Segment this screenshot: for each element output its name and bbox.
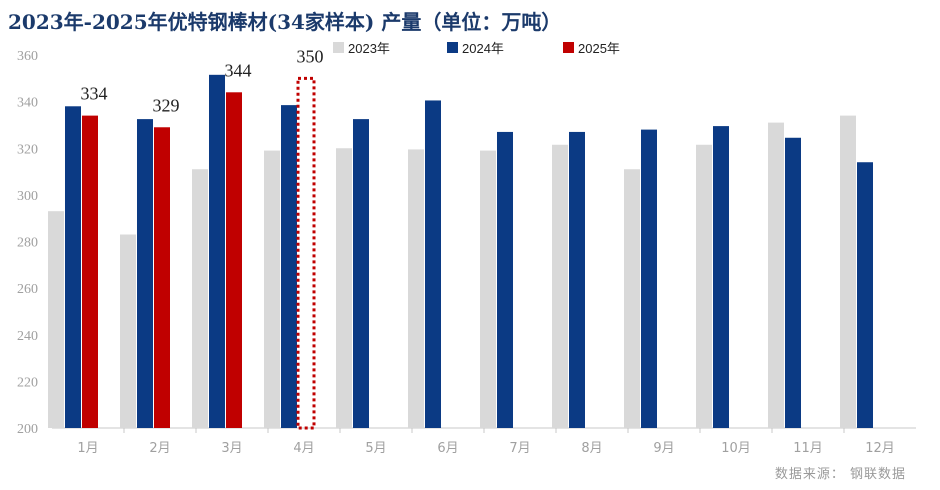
bar [696,144,712,429]
data-label: 344 [225,60,252,80]
bar [480,150,496,429]
legend-label-2023: 2023年 [348,41,390,56]
source-note: 数据来源： 钢联数据 [774,467,906,482]
legend-swatch-2023 [333,42,344,53]
bar [713,126,729,429]
x-tick-label: 7月 [509,441,530,456]
bar [226,92,242,429]
bar [48,211,64,428]
data-label: 334 [81,84,108,104]
y-tick-label: 240 [17,329,38,344]
data-label: 329 [153,95,180,115]
y-tick-label: 360 [17,49,38,64]
legend-label-2025: 2025年 [578,41,620,56]
bar [497,131,513,428]
bar [281,105,297,428]
y-tick-label: 320 [17,142,38,157]
bar [768,122,784,428]
x-tick-label: 12月 [865,441,895,456]
x-tick-label: 9月 [653,441,674,456]
bar [785,137,801,428]
x-tick-label: 8月 [581,441,602,456]
bar [425,100,441,428]
chart-title: 2023年-2025年优特钢棒材(34家样本) 产量（单位：万吨） [8,10,562,34]
bar [209,74,225,429]
forecast-bar-outline [296,76,316,430]
legend-label-2024: 2024年 [462,41,504,56]
x-tick-label: 5月 [365,441,386,456]
legend-item-2025: 2025年 [563,38,620,57]
bar [641,129,657,428]
bar [65,106,81,428]
x-tick-label: 3月 [221,441,242,456]
bar [192,169,208,428]
bar [569,131,585,428]
legend-swatch-2025 [563,42,574,53]
bar [264,150,280,429]
legend-item-2023: 2023年 [333,38,390,57]
y-tick-label: 260 [17,282,38,297]
x-tick-label: 2月 [149,441,170,456]
y-tick-label: 220 [17,375,38,390]
x-tick-label: 11月 [793,441,823,456]
bar [552,144,568,429]
bar [408,149,424,428]
bar [857,162,873,429]
bar [154,127,170,429]
y-tick-label: 340 [17,96,38,111]
x-tick-label: 6月 [437,441,458,456]
x-tick-label: 10月 [721,441,751,456]
bar [336,148,352,428]
data-label: 350 [297,46,324,66]
legend: 2023年 2024年 2025年 [0,38,940,56]
bar [353,119,369,428]
x-tick-label: 1月 [77,441,98,456]
legend-item-2024: 2024年 [447,38,504,57]
bar [840,115,856,429]
y-tick-label: 280 [17,236,38,251]
bar [120,234,136,428]
x-tick-label: 4月 [293,441,314,456]
bar [624,169,640,428]
y-tick-label: 300 [17,189,38,204]
bar [82,115,98,429]
legend-swatch-2024 [447,42,458,53]
bar [137,119,153,428]
y-tick-label: 200 [17,422,38,437]
